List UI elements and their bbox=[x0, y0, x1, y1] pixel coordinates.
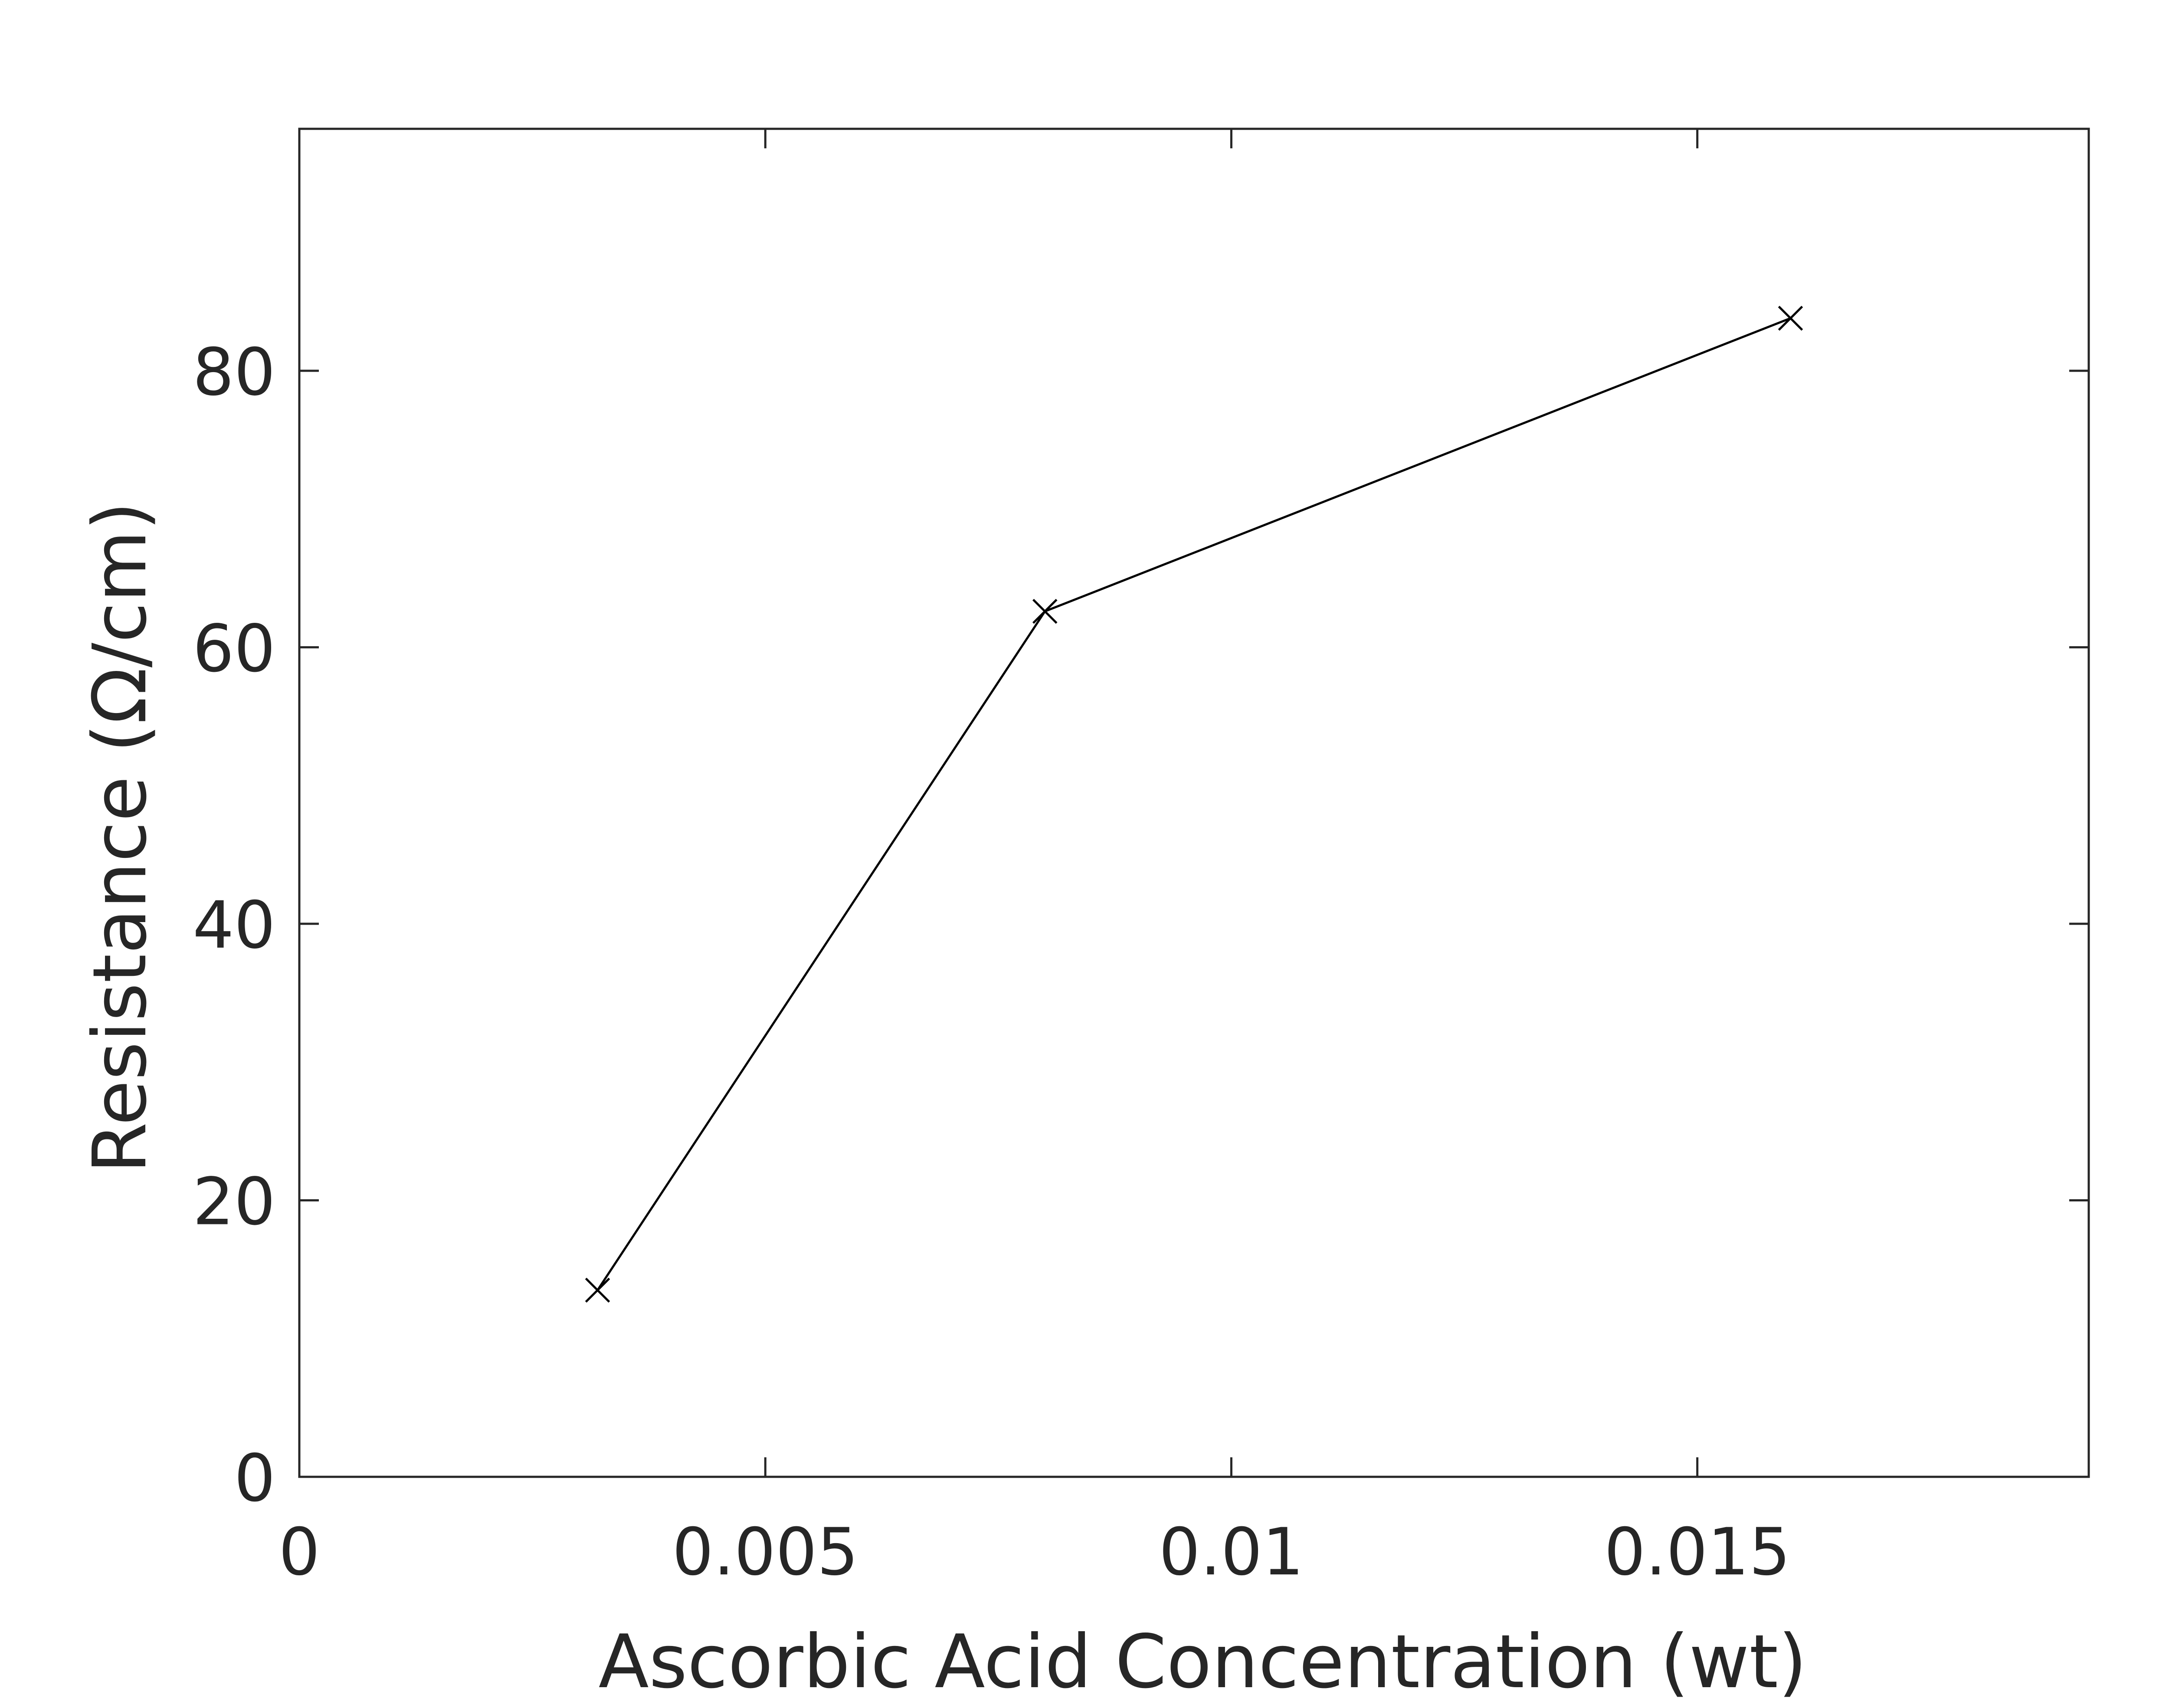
data-point-marker bbox=[1778, 305, 1803, 331]
y-tick-label: 40 bbox=[193, 888, 275, 963]
y-tick-label: 80 bbox=[193, 335, 275, 410]
y-tick-label: 20 bbox=[193, 1164, 275, 1240]
labels-layer: 0 0.005 0.01 0.015 0 20 40 60 80 bbox=[193, 335, 1790, 1590]
x-tick-label: 0.015 bbox=[1604, 1515, 1790, 1590]
y-tick-label: 0 bbox=[234, 1441, 275, 1516]
y-tick-label: 60 bbox=[193, 611, 275, 687]
plot-area-frame bbox=[298, 128, 2090, 1478]
data-point-marker bbox=[585, 1277, 610, 1303]
ticks-layer bbox=[298, 129, 2089, 1478]
x-tick-label: 0.005 bbox=[672, 1515, 858, 1590]
x-axis-label: Ascorbic Acid Concentration (wt) bbox=[599, 1619, 1807, 1705]
x-tick-label: 0.01 bbox=[1159, 1515, 1304, 1590]
data-point-marker bbox=[1032, 599, 1058, 624]
y-axis-label: Resistance (Ω/cm) bbox=[77, 501, 163, 1173]
x-tick-label: 0 bbox=[278, 1515, 320, 1590]
series-layer bbox=[585, 305, 1803, 1303]
